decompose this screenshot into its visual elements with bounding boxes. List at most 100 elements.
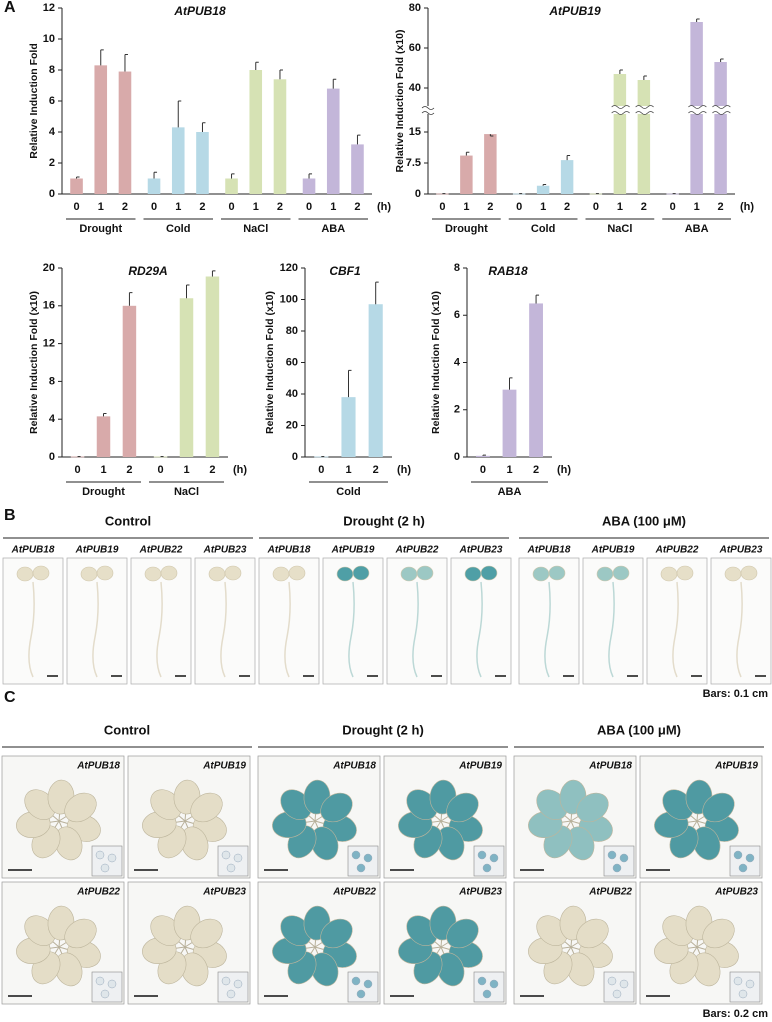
inset-cell <box>482 989 492 999</box>
cotyledon <box>532 566 550 582</box>
x-tick-label: 2 <box>209 464 215 476</box>
y-tick-label: 60 <box>409 42 421 54</box>
y-tick-label: 20 <box>286 419 298 431</box>
bar <box>171 127 185 194</box>
axis-break <box>423 106 433 114</box>
cotyledon <box>272 566 290 582</box>
leaf <box>446 792 479 823</box>
inset-cell <box>226 989 236 999</box>
inset-cell <box>612 989 622 999</box>
x-tick-label: 1 <box>540 201 546 213</box>
seedling-root <box>412 581 419 678</box>
x-tick-label: 1 <box>617 201 623 213</box>
error-bar <box>482 454 486 456</box>
inset-cell <box>356 863 366 873</box>
x-tick-label: 0 <box>306 201 312 213</box>
gene-label: AtPUB18 <box>76 761 120 772</box>
bar <box>122 305 137 457</box>
x-tick-label: 1 <box>175 201 181 213</box>
bar <box>484 134 497 194</box>
x-tick-label: 2 <box>126 464 132 476</box>
error-bar <box>375 281 379 305</box>
y-tick-label: 12 <box>43 338 55 350</box>
group-label: NaCl <box>243 223 268 235</box>
y-tick-label: 12 <box>43 2 55 14</box>
cotyledon <box>16 566 34 582</box>
x-tick-label: 2 <box>199 201 205 213</box>
y-tick-label: 0 <box>49 188 55 200</box>
error-bar <box>643 75 647 80</box>
error-bar <box>279 69 283 80</box>
y-tick-label: 40 <box>409 82 421 94</box>
error-bar <box>332 78 337 89</box>
error-bar <box>100 49 104 66</box>
leaf <box>702 792 735 823</box>
inset-cell <box>477 850 487 860</box>
x-tick-label: 1 <box>100 464 106 476</box>
leaf <box>190 792 223 823</box>
y-tick-label: 10 <box>43 33 55 45</box>
x-tick-label: 1 <box>98 201 104 213</box>
bar-break-mark <box>635 105 654 115</box>
group-label: Cold <box>531 223 555 235</box>
leaf <box>320 918 353 949</box>
bar <box>196 132 209 194</box>
error-bar <box>720 58 724 62</box>
bar <box>637 80 651 194</box>
y-tick-label: 100 <box>280 293 298 305</box>
error-bar <box>348 369 352 398</box>
error-bar <box>231 173 235 179</box>
panel-label: B <box>4 507 16 524</box>
bar <box>147 178 161 194</box>
seedling-root <box>348 581 355 678</box>
group-label: NaCl <box>174 486 199 498</box>
cotyledon <box>612 565 630 581</box>
y-tick-label: 6 <box>49 95 55 107</box>
x-tick-label: 2 <box>277 201 283 213</box>
leaf <box>702 918 735 949</box>
x-tick-label: 0 <box>439 201 445 213</box>
gene-label: AtPUB19 <box>202 761 246 772</box>
cotyledon <box>464 566 482 582</box>
y-tick-label: 15 <box>409 126 421 138</box>
seedling-image <box>386 557 448 685</box>
gene-label: AtPUB18 <box>267 545 311 556</box>
error-bar <box>308 173 313 179</box>
inset-cell <box>100 863 110 873</box>
y-tick-label: 0 <box>49 451 55 463</box>
y-tick-label: 4 <box>49 126 56 138</box>
inset-cell <box>745 979 755 989</box>
y-tick-label: 80 <box>286 325 298 337</box>
gene-label: AtPUB22 <box>76 887 120 898</box>
y-tick-label: 60 <box>286 356 298 368</box>
group-label: Cold <box>166 223 190 235</box>
y-tick-label: 0 <box>292 451 298 463</box>
bar-break-mark <box>611 105 630 115</box>
x-tick-label: 0 <box>228 201 234 213</box>
y-tick-label: 8 <box>49 375 55 387</box>
bar-break <box>636 106 652 114</box>
x-tick-label: 2 <box>122 201 128 213</box>
panel-label: A <box>4 0 16 16</box>
seedling-root <box>476 581 483 678</box>
inset-cell <box>226 863 236 873</box>
inset-cell <box>607 976 617 986</box>
seedling-root <box>736 581 743 678</box>
y-tick-label: 80 <box>409 2 421 14</box>
leaf <box>576 918 609 949</box>
group-label: Drought <box>445 223 488 235</box>
group-heading: Control <box>105 513 151 528</box>
x-tick-label: 2 <box>487 201 493 213</box>
inset-cell <box>95 850 105 860</box>
bar <box>179 298 194 457</box>
cotyledon <box>336 566 354 582</box>
x-unit: (h) <box>397 464 411 476</box>
y-tick-label: 120 <box>280 262 298 274</box>
gene-label: AtPUB22 <box>139 545 183 556</box>
inset-cell <box>351 850 361 860</box>
y-tick-label: 2 <box>454 404 460 416</box>
x-tick-label: 0 <box>158 464 164 476</box>
inset-cell <box>100 989 110 999</box>
inset-cell <box>612 863 622 873</box>
